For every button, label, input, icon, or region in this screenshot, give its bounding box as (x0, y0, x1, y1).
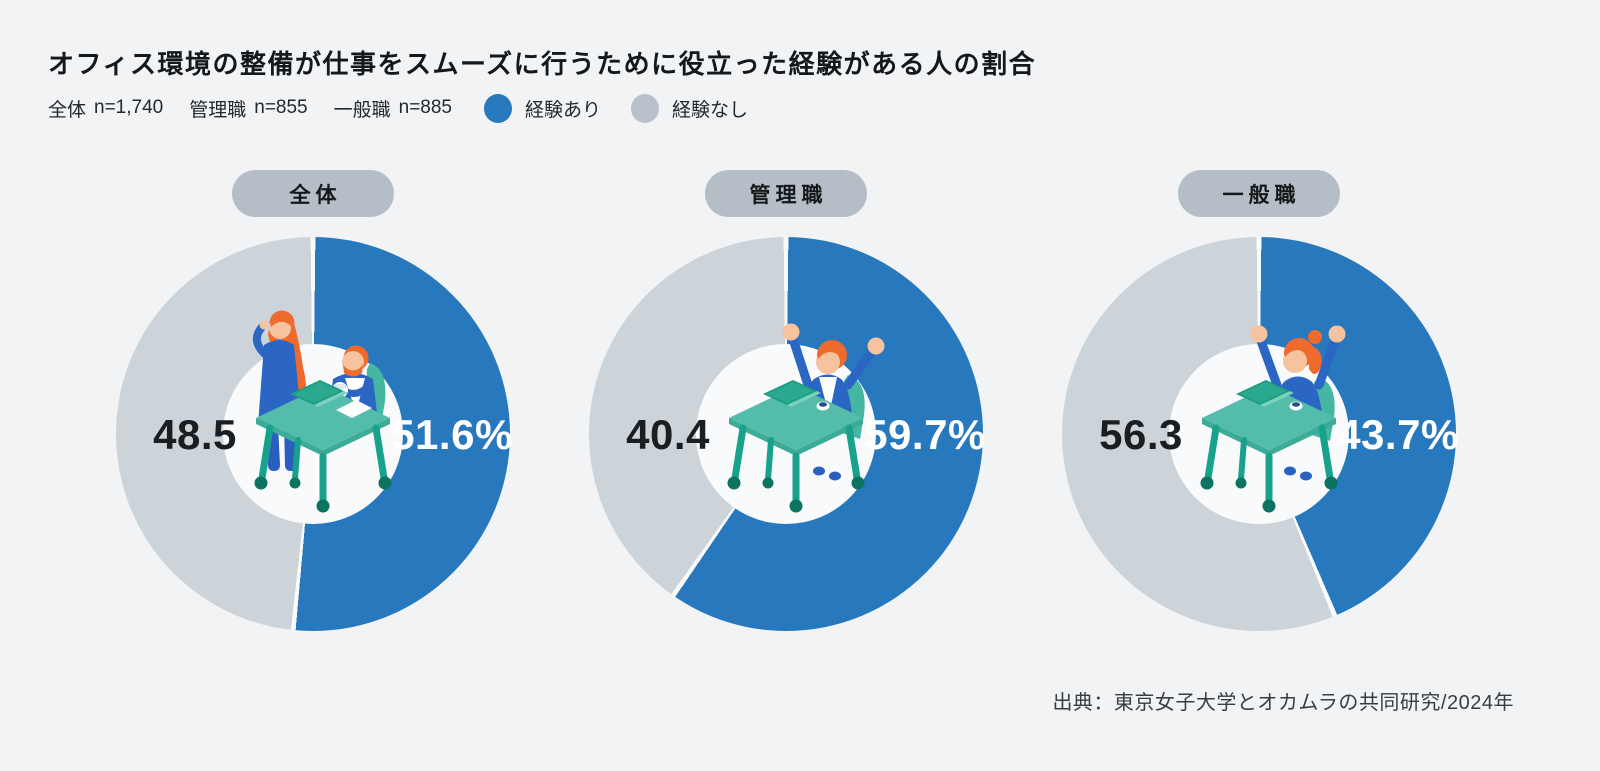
source-credit: 出典：東京女子大学とオカムラの共同研究/2024年 (1052, 692, 1514, 714)
sample-label: 一般職 (333, 99, 391, 121)
illustration-two-people-at-desk (252, 310, 392, 513)
category-badge-label: 全体 (289, 183, 342, 207)
sample-size-total: 全体 n=1,740 (48, 95, 163, 122)
legend-label-no: 経験なし (672, 99, 749, 121)
legend-item-no: 経験なし (631, 93, 749, 123)
sample-size-staff: 一般職 n=885 (334, 95, 452, 122)
category-badge: 一般職 (1178, 170, 1340, 217)
page-title: オフィス環境の整備が仕事をスムーズに行うために役立った経験がある人の割合 (48, 49, 1037, 79)
desk (1200, 380, 1338, 513)
donut-ring: 40.4 59.7% (589, 237, 985, 631)
category-badge-label: 一般職 (1222, 183, 1301, 207)
desk (254, 380, 392, 513)
donut-chart-managers: 管理職 (589, 170, 985, 631)
legend-item-yes: 経験あり (484, 93, 602, 123)
charts-row: 全体 (116, 170, 1458, 631)
illustration-cheering-man-at-desk (727, 323, 885, 513)
legend-label-yes: 経験あり (525, 99, 602, 121)
category-badge-label: 管理職 (749, 183, 828, 207)
desk (727, 380, 865, 513)
sample-label: 全体 (48, 99, 87, 121)
value-yes-experience: 51.6% (391, 411, 513, 458)
value-no-experience: 56.3 (1099, 411, 1183, 458)
donut-chart-total: 全体 (116, 170, 512, 631)
meta-row: 全体 n=1,740 管理職 n=855 一般職 n=885 経験あり 経験なし (48, 92, 748, 124)
sample-size-managers: 管理職 n=855 (189, 95, 307, 122)
illustration-cheering-woman-at-desk (1200, 325, 1346, 513)
sample-n: n=855 (254, 97, 308, 118)
legend-dot-yes (484, 93, 513, 123)
sample-n: n=1,740 (94, 97, 164, 118)
sample-n: n=885 (398, 97, 453, 118)
donut-chart-staff: 一般職 (1062, 170, 1458, 631)
donut-ring: 56.3 43.7% (1062, 237, 1458, 631)
value-no-experience: 40.4 (626, 411, 710, 458)
category-badge: 管理職 (705, 170, 867, 217)
value-yes-experience: 59.7% (864, 411, 986, 458)
legend: 経験あり 経験なし (484, 93, 749, 123)
category-badge: 全体 (232, 170, 394, 217)
legend-dot-no (631, 93, 660, 123)
value-no-experience: 48.5 (153, 411, 237, 458)
value-yes-experience: 43.7% (1337, 411, 1459, 458)
donut-ring: 48.5 51.6% (116, 237, 512, 631)
sample-label: 管理職 (189, 99, 247, 121)
